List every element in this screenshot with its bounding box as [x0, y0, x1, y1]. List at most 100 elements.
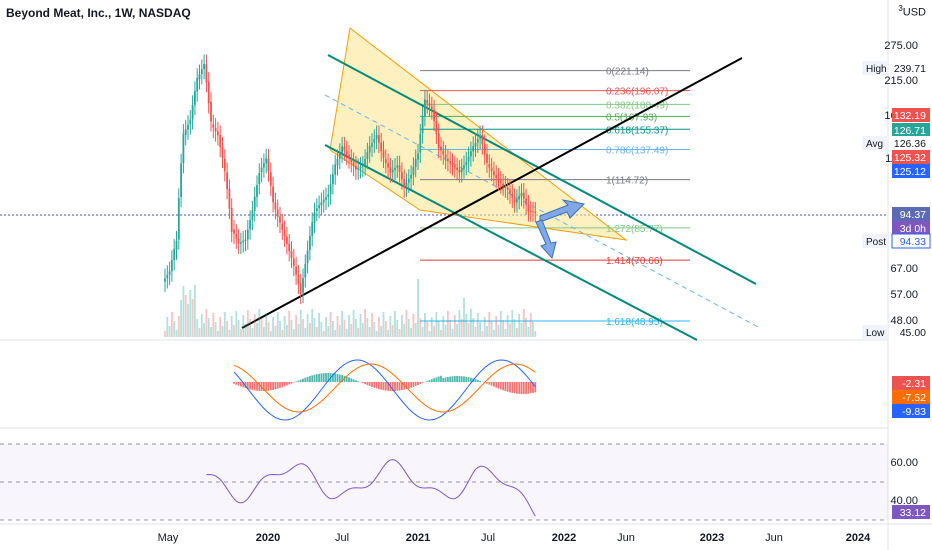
candle-body	[228, 189, 231, 209]
macd-histogram-bar	[371, 382, 373, 387]
volume-bar	[470, 309, 472, 337]
macd-histogram-bar	[235, 382, 238, 385]
volume-bar	[522, 309, 525, 337]
volume-bar	[249, 319, 251, 337]
macd-histogram-bar	[495, 382, 498, 388]
axis-value-label: 94.37	[900, 209, 926, 221]
candle-body	[318, 205, 320, 209]
volume-bar	[207, 318, 210, 337]
macd-histogram-bar	[258, 382, 261, 391]
volume-bar	[191, 299, 194, 337]
volume-bar	[233, 325, 235, 337]
macd-histogram-bar	[474, 379, 477, 382]
macd-histogram-bar	[444, 377, 447, 382]
macd-histogram-bar	[279, 382, 281, 388]
axis-value-label: 125.12	[894, 166, 926, 178]
macd-histogram-bar	[463, 376, 465, 382]
volume-bar	[304, 328, 307, 337]
volume-bar	[203, 323, 205, 337]
volume-bar	[458, 310, 461, 337]
volume-bar	[398, 329, 401, 337]
fib-label: 0.786(137.49)	[606, 146, 668, 157]
volume-bar	[495, 316, 498, 337]
volume-bar	[479, 322, 481, 337]
macd-histogram-bar	[407, 382, 410, 389]
volume-bar	[205, 309, 208, 337]
volume-bar	[384, 321, 387, 337]
volume-bar	[440, 330, 442, 337]
volume-bar	[318, 313, 320, 337]
axis-label-tag	[862, 234, 888, 248]
axis-value-box	[892, 108, 930, 122]
macd-histogram-bar	[306, 376, 309, 382]
axis-value-box	[892, 123, 930, 137]
macd-histogram-bar	[288, 382, 291, 385]
candle-body	[279, 216, 281, 223]
fib-label: 0.236(196.07)	[606, 87, 668, 98]
macd-histogram-bar	[315, 374, 318, 382]
macd-histogram-bar	[253, 382, 256, 391]
volume-bar	[341, 311, 343, 337]
macd-histogram-bar	[304, 377, 307, 382]
macd-histogram-bar	[403, 382, 406, 390]
volume-bar	[302, 319, 304, 337]
volume-bar	[196, 319, 199, 337]
volume-bar	[299, 310, 302, 337]
volume-bar	[481, 331, 484, 337]
candle-body	[258, 172, 261, 185]
volume-bar	[433, 326, 435, 337]
candle-body	[472, 146, 475, 152]
macd-histogram-bar	[375, 382, 378, 389]
macd-histogram-bar	[396, 382, 399, 391]
axis-value-label: 94.33	[900, 236, 926, 248]
volume-bar	[389, 316, 392, 337]
volume-bar	[518, 314, 521, 337]
macd-histogram-bar	[534, 382, 537, 393]
volume-bar	[175, 330, 178, 337]
volume-bar	[417, 279, 419, 337]
candle-body	[378, 135, 380, 143]
volume-bar	[428, 331, 431, 337]
volume-bar	[527, 327, 530, 337]
volume-bar	[338, 325, 341, 337]
candle-body	[389, 167, 392, 173]
macd-histogram-bar	[458, 376, 461, 382]
candle-body	[341, 146, 343, 153]
volume-bar	[332, 321, 334, 337]
candle-body	[240, 242, 242, 244]
candle-body	[182, 133, 185, 164]
candle-body	[470, 151, 472, 157]
axis-value-label: 3d 0h	[900, 223, 926, 235]
volume-bar	[276, 312, 279, 337]
candle-body	[511, 193, 514, 198]
volume-bar	[263, 327, 265, 337]
candle-body	[449, 160, 452, 164]
macd-histogram-bar	[532, 382, 534, 393]
time-tick-label: Jun	[765, 532, 783, 544]
macd-histogram-bar	[281, 382, 284, 388]
macd-histogram-bar	[430, 379, 433, 382]
volume-bar	[513, 319, 516, 337]
candle-body	[453, 165, 456, 168]
volume-bar	[410, 328, 412, 337]
fib-label: 0.618(155.37)	[606, 125, 668, 136]
macd-histogram-bar	[417, 382, 419, 386]
macd-histogram-bar	[267, 382, 270, 391]
macd-histogram-bar	[401, 382, 403, 391]
candle-body	[217, 131, 219, 136]
candle-body	[380, 142, 383, 152]
macd-histogram-bar	[391, 382, 394, 391]
candle-body	[263, 163, 265, 168]
macd-histogram-bar	[453, 376, 456, 382]
volume-bar	[292, 329, 295, 337]
fib-label: 1.618(48.95)	[606, 317, 663, 328]
candle-body	[410, 174, 412, 179]
macd-histogram-bar	[233, 382, 235, 384]
macd-histogram-bar	[256, 382, 258, 391]
volume-bar	[483, 317, 486, 337]
candle-body	[405, 182, 408, 187]
candle-body	[253, 196, 256, 211]
candle-body	[479, 135, 481, 139]
volume-bar	[493, 330, 495, 337]
volume-bar	[435, 312, 438, 337]
